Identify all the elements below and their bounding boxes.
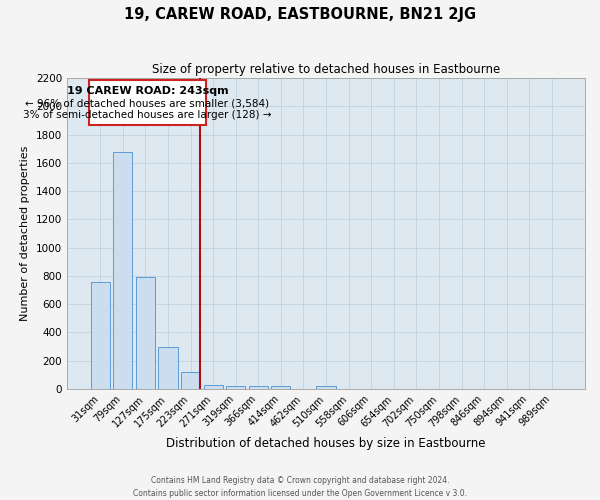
Bar [316, 386, 335, 389]
Bar [113, 152, 133, 389]
Bar [248, 386, 268, 389]
Bar [181, 372, 200, 389]
Title: Size of property relative to detached houses in Eastbourne: Size of property relative to detached ho… [152, 62, 500, 76]
FancyBboxPatch shape [89, 80, 206, 124]
Bar [158, 346, 178, 389]
Bar [271, 386, 290, 389]
Text: 19 CAREW ROAD: 243sqm: 19 CAREW ROAD: 243sqm [67, 86, 228, 96]
Text: ← 96% of detached houses are smaller (3,584): ← 96% of detached houses are smaller (3,… [25, 98, 269, 108]
Bar [203, 384, 223, 389]
X-axis label: Distribution of detached houses by size in Eastbourne: Distribution of detached houses by size … [166, 437, 486, 450]
Text: 19, CAREW ROAD, EASTBOURNE, BN21 2JG: 19, CAREW ROAD, EASTBOURNE, BN21 2JG [124, 8, 476, 22]
Bar [91, 282, 110, 389]
Bar [136, 278, 155, 389]
Text: Contains HM Land Registry data © Crown copyright and database right 2024.
Contai: Contains HM Land Registry data © Crown c… [133, 476, 467, 498]
Bar [226, 386, 245, 389]
Text: 3% of semi-detached houses are larger (128) →: 3% of semi-detached houses are larger (1… [23, 110, 272, 120]
Y-axis label: Number of detached properties: Number of detached properties [20, 146, 31, 321]
